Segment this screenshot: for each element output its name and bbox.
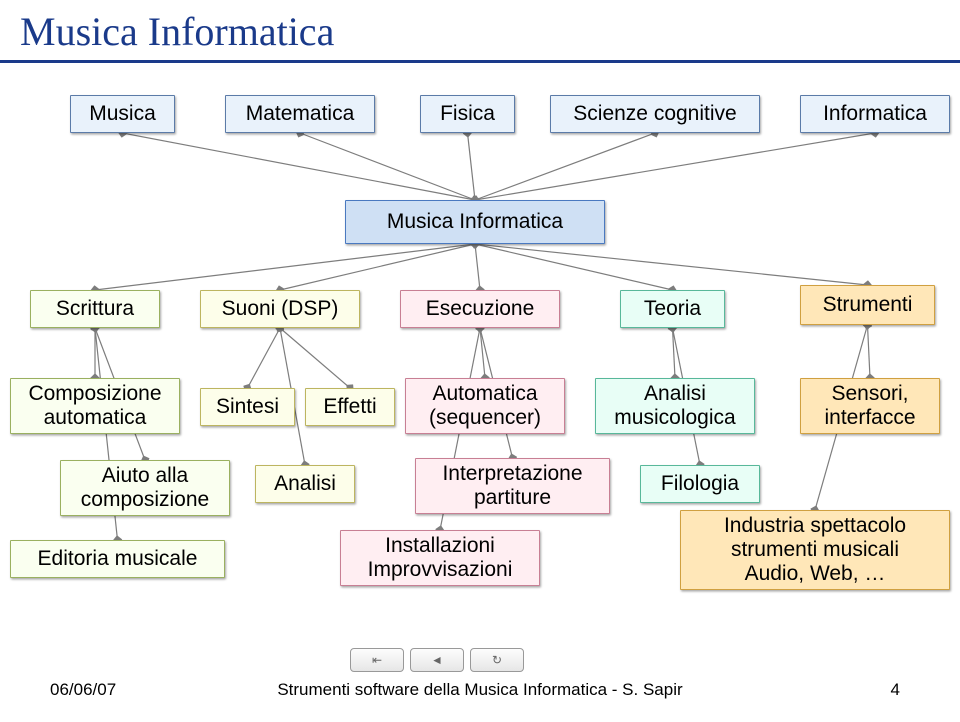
node-n_strumenti: Strumenti bbox=[800, 285, 935, 325]
node-n_mi: Musica Informatica bbox=[345, 200, 605, 244]
node-n_industria: Industria spettacolostrumenti musicaliAu… bbox=[680, 510, 950, 590]
node-n_fisica: Fisica bbox=[420, 95, 515, 133]
node-n_install: InstallazioniImprovvisazioni bbox=[340, 530, 540, 586]
footer-center: Strumenti software della Musica Informat… bbox=[0, 680, 960, 700]
node-n_esecuzione: Esecuzione bbox=[400, 290, 560, 328]
node-n_suoni: Suoni (DSP) bbox=[200, 290, 360, 328]
footer-page: 4 bbox=[891, 680, 900, 700]
node-n_filologia: Filologia bbox=[640, 465, 760, 503]
node-n_scrittura: Scrittura bbox=[30, 290, 160, 328]
page-title: Musica Informatica bbox=[20, 8, 334, 55]
node-n_analisi_mus: Analisimusicologica bbox=[595, 378, 755, 434]
node-n_effetti: Effetti bbox=[305, 388, 395, 426]
node-n_auto_seq: Automatica(sequencer) bbox=[405, 378, 565, 434]
node-n_analisi: Analisi bbox=[255, 465, 355, 503]
node-n_informatica: Informatica bbox=[800, 95, 950, 133]
node-n_musica: Musica bbox=[70, 95, 175, 133]
node-n_interp: Interpretazionepartiture bbox=[415, 458, 610, 514]
nav-first-button[interactable]: ⇤ bbox=[350, 648, 404, 672]
node-n_scienze: Scienze cognitive bbox=[550, 95, 760, 133]
node-n_sensori: Sensori,interfacce bbox=[800, 378, 940, 434]
node-n_matematica: Matematica bbox=[225, 95, 375, 133]
title-underline bbox=[0, 60, 960, 63]
nav-prev-button[interactable]: ◄ bbox=[410, 648, 464, 672]
node-n_comp_auto: Composizioneautomatica bbox=[10, 378, 180, 434]
node-n_aiuto: Aiuto allacomposizione bbox=[60, 460, 230, 516]
nav-replay-button[interactable]: ↻ bbox=[470, 648, 524, 672]
node-n_teoria: Teoria bbox=[620, 290, 725, 328]
node-n_editoria: Editoria musicale bbox=[10, 540, 225, 578]
node-n_sintesi: Sintesi bbox=[200, 388, 295, 426]
